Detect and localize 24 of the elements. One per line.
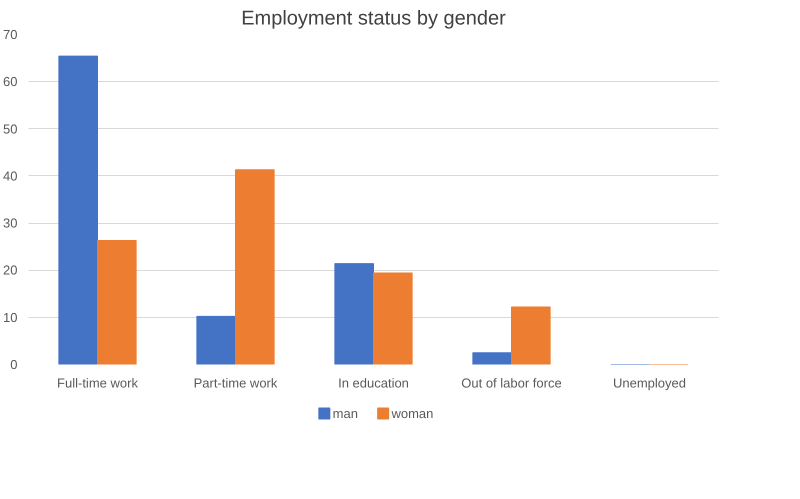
bar <box>511 306 551 364</box>
y-tick-label: 30 <box>3 216 18 231</box>
x-tick-label: Unemployed <box>613 376 686 390</box>
y-tick-label: 10 <box>3 310 18 325</box>
x-tick-label: In education <box>338 376 409 390</box>
y-tick-label: 20 <box>3 262 18 278</box>
x-tick-label: Part-time work <box>194 376 278 390</box>
legend-label: man <box>332 406 358 421</box>
bar <box>97 240 137 364</box>
bar <box>196 316 236 364</box>
bar <box>235 169 275 364</box>
y-tick-label: 0 <box>10 357 18 372</box>
y-tick-label: 70 <box>3 27 18 42</box>
bar <box>334 263 374 364</box>
legend-label: woman <box>390 406 434 421</box>
x-tick-label: Full-time work <box>57 376 138 390</box>
y-tick-label: 50 <box>3 121 18 136</box>
y-tick-label: 40 <box>3 168 18 184</box>
bar <box>472 352 512 364</box>
x-tick-label: Out of labor force <box>461 376 562 390</box>
bar <box>58 56 98 364</box>
y-tick-label: 60 <box>3 74 18 90</box>
bar <box>373 272 413 364</box>
chart-title: Employment status by gender <box>241 8 506 30</box>
